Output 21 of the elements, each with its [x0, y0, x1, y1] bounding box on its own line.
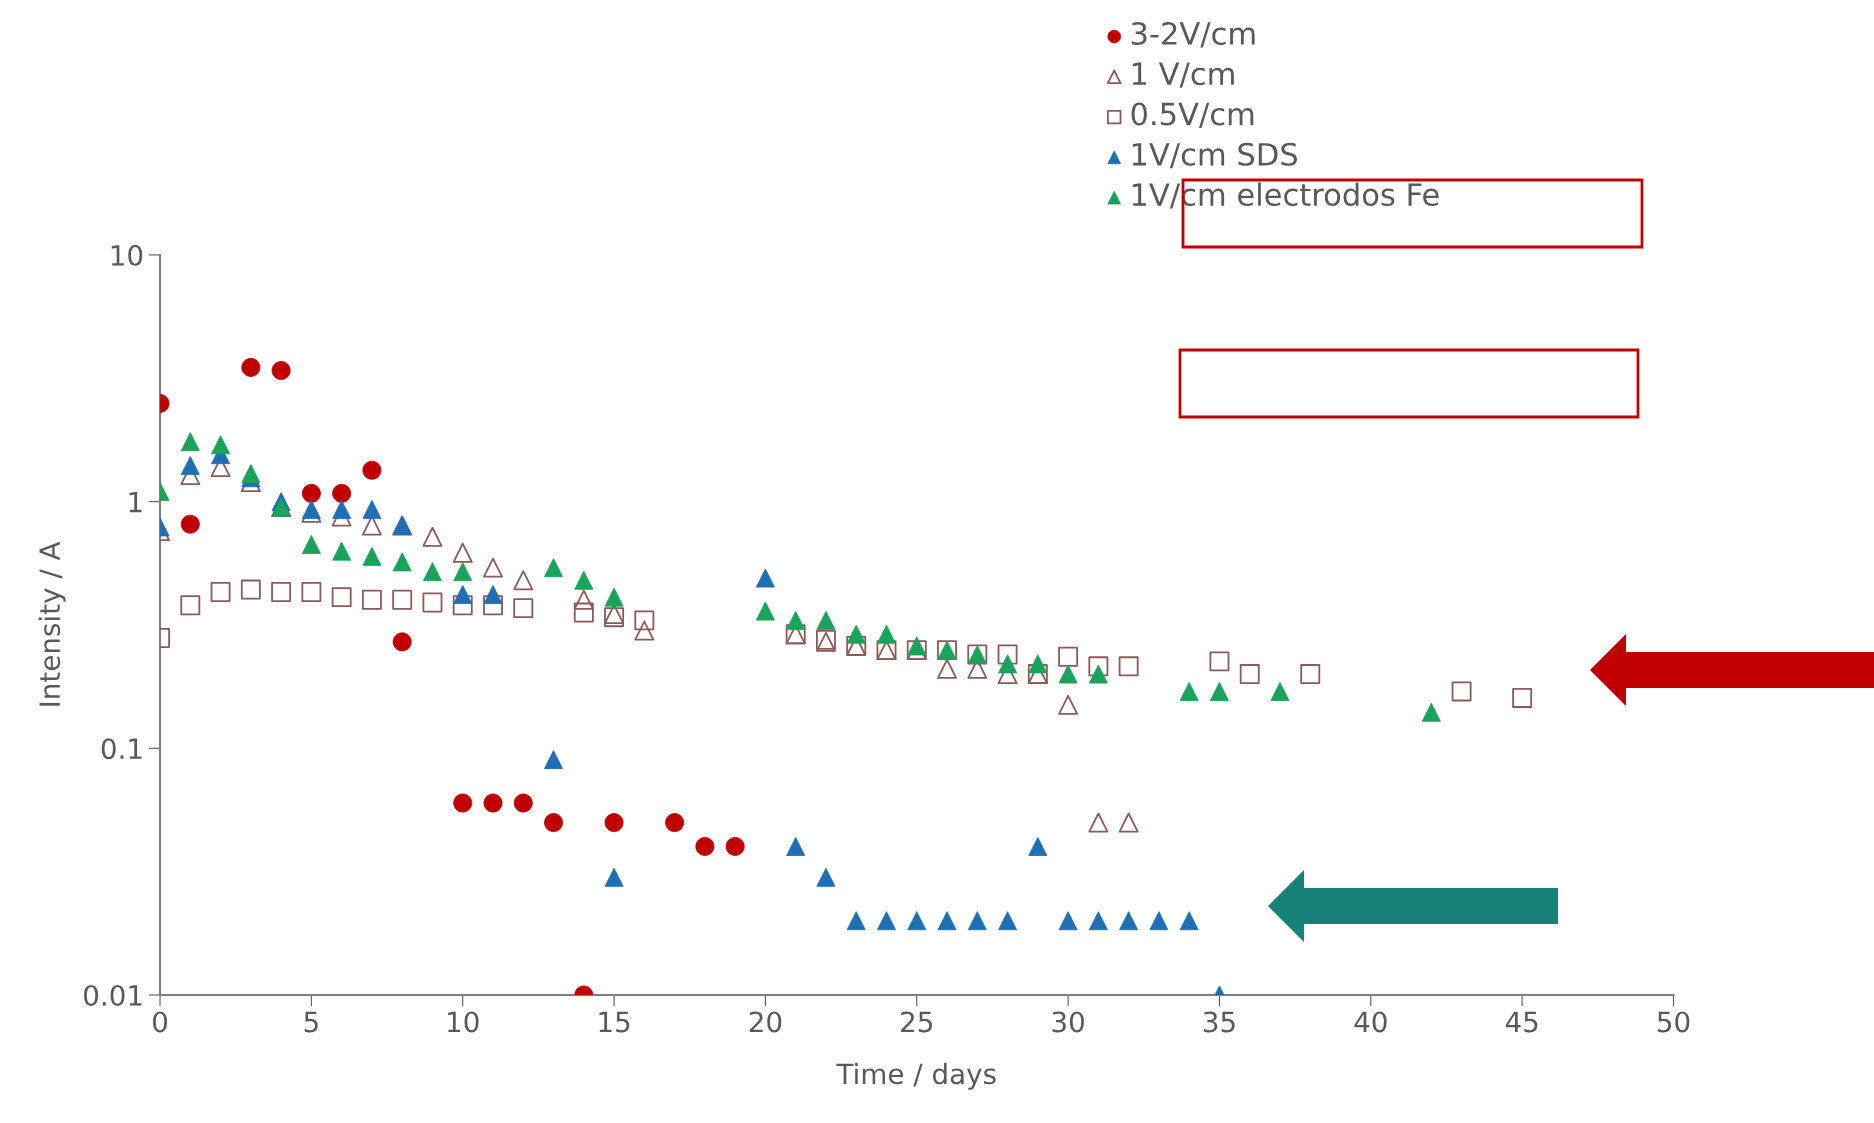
legend-label: 1V/cm SDS [1132, 142, 1298, 169]
x-tick-label: 30 [1052, 1011, 1084, 1033]
x-tick-label: 0 [153, 1011, 168, 1033]
x-tick-label: 50 [1657, 1011, 1690, 1033]
y-tick-label: 10 [111, 244, 143, 266]
x-tick-label: 35 [1203, 1011, 1235, 1033]
x-axis-title: Time / days [836, 1062, 996, 1090]
x-tick-label: 5 [304, 1011, 318, 1033]
x-tick-label: 20 [749, 1011, 782, 1033]
y-tick-label: 0.1 [101, 738, 142, 760]
y-tick-label: 0.01 [84, 984, 142, 1006]
y-tick-label: 1 [129, 491, 142, 513]
legend-label: 0.5V/cm [1131, 102, 1254, 128]
x-tick-label: 40 [1354, 1011, 1387, 1033]
legend-label: 1 V/cm [1132, 62, 1234, 88]
x-tick-label: 15 [599, 1011, 630, 1033]
x-tick-label: 25 [901, 1011, 933, 1033]
legend-label: 3-2V/cm [1131, 21, 1255, 48]
x-tick-label: 45 [1505, 1011, 1538, 1033]
x-tick-label: 10 [448, 1011, 479, 1033]
y-axis-title: Intensity / A [38, 541, 66, 706]
